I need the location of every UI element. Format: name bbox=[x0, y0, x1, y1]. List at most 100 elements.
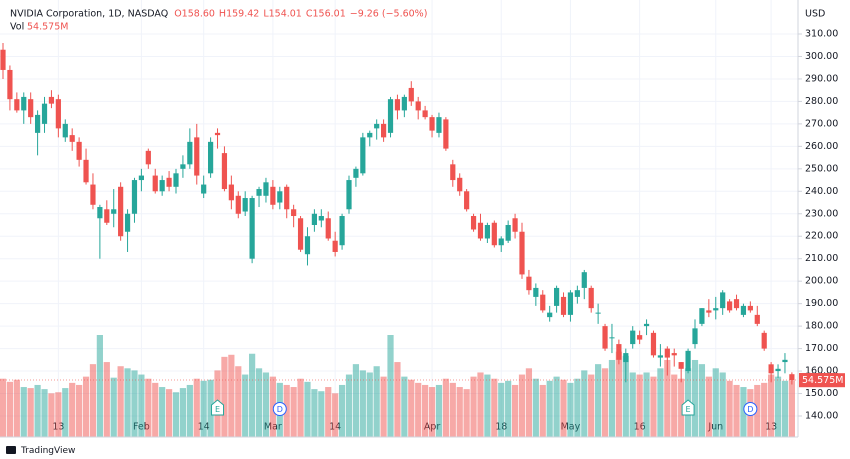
candle-body bbox=[291, 209, 297, 217]
volume-bar bbox=[456, 387, 463, 437]
volume-bar bbox=[159, 387, 166, 437]
volume-bar bbox=[242, 374, 249, 437]
brand-name: TradingView bbox=[20, 446, 75, 456]
event-marker: D bbox=[272, 402, 287, 416]
volume-bar bbox=[678, 378, 685, 437]
volume-bar bbox=[470, 376, 477, 437]
candle-body bbox=[491, 222, 497, 246]
volume-bar bbox=[269, 376, 276, 437]
volume-bar bbox=[283, 384, 290, 437]
candle-body bbox=[104, 209, 110, 223]
volume-bar bbox=[560, 379, 567, 437]
candle-body bbox=[152, 175, 158, 192]
candle-body bbox=[55, 99, 61, 129]
candle-body bbox=[609, 337, 615, 339]
volume-bar bbox=[221, 356, 228, 437]
event-badge bbox=[211, 399, 225, 416]
candle-body bbox=[381, 123, 387, 138]
volume-value-label: 54.575M bbox=[802, 375, 843, 386]
candle-body bbox=[339, 216, 345, 246]
volume-bar bbox=[705, 376, 712, 437]
candle-body bbox=[692, 328, 698, 345]
candle-body bbox=[249, 198, 255, 259]
candle-body bbox=[768, 364, 774, 374]
candle-body bbox=[21, 96, 27, 111]
candle-body bbox=[90, 184, 96, 205]
event-marker: D bbox=[743, 402, 758, 416]
candle-body bbox=[214, 132, 221, 136]
volume-bar bbox=[601, 368, 609, 437]
volume-bar bbox=[338, 384, 346, 437]
volume-bar bbox=[359, 370, 366, 437]
volume-bar bbox=[6, 381, 14, 437]
volume-bar bbox=[781, 380, 789, 437]
volume-bar bbox=[200, 380, 207, 437]
volume-bar bbox=[422, 384, 429, 437]
volume-bar bbox=[207, 379, 214, 437]
volume-bar bbox=[401, 376, 408, 437]
y-tick-label: 310.00 bbox=[805, 29, 838, 40]
volume-bar bbox=[152, 382, 159, 437]
event-label: E bbox=[686, 405, 691, 414]
ohlc-value: L154.01 bbox=[263, 9, 302, 20]
candle-body bbox=[477, 222, 484, 239]
volume-bar bbox=[255, 368, 263, 437]
volume-bar bbox=[48, 393, 55, 437]
y-tick-label: 280.00 bbox=[805, 96, 838, 107]
candle-body bbox=[69, 135, 75, 142]
candle-body bbox=[332, 240, 338, 252]
volume-bar bbox=[435, 384, 443, 437]
volume-bar bbox=[574, 378, 581, 437]
candle-body bbox=[457, 177, 463, 192]
candle-body bbox=[789, 374, 795, 381]
volume-bar bbox=[532, 378, 539, 437]
volume-bar bbox=[179, 388, 187, 437]
candle-body bbox=[498, 238, 504, 246]
candle-body bbox=[554, 287, 560, 306]
y-tick-label: 300.00 bbox=[805, 51, 838, 62]
event-badge bbox=[681, 399, 695, 416]
volume-bar bbox=[145, 378, 152, 437]
event-label: D bbox=[747, 405, 753, 414]
volume-bar bbox=[297, 378, 304, 437]
candle-body bbox=[637, 335, 643, 340]
volume-bar bbox=[643, 372, 650, 437]
volume-bar bbox=[332, 393, 339, 437]
candle-body bbox=[173, 173, 179, 187]
candle-body bbox=[41, 103, 48, 124]
candle-body bbox=[415, 101, 421, 111]
candle-body bbox=[124, 213, 131, 232]
candle-body bbox=[28, 99, 34, 118]
event-badge bbox=[743, 402, 758, 416]
candle-body bbox=[588, 287, 594, 309]
candle-body bbox=[360, 137, 366, 174]
candle-body bbox=[394, 99, 401, 111]
candle-body bbox=[657, 355, 663, 358]
candle-body bbox=[159, 180, 165, 192]
chart-title: NVIDIA Corporation, 1D, NASDAQ bbox=[10, 9, 168, 20]
volume-bar bbox=[62, 388, 69, 437]
candle-body bbox=[470, 216, 477, 230]
candle-body bbox=[228, 184, 234, 201]
candle-body bbox=[166, 177, 172, 187]
volume-bar bbox=[629, 372, 636, 437]
candle-body bbox=[443, 119, 449, 149]
candle-body bbox=[277, 191, 283, 203]
candle-body bbox=[235, 195, 241, 214]
candle-body bbox=[664, 348, 670, 358]
volume-bar bbox=[0, 378, 7, 437]
candle-body bbox=[256, 189, 262, 196]
volume-bar bbox=[387, 335, 394, 437]
volume-bar bbox=[373, 366, 380, 437]
candle-body bbox=[713, 308, 719, 311]
volume-bar bbox=[726, 380, 733, 437]
ohlc-value: C156.01 bbox=[306, 9, 346, 20]
candle-body bbox=[574, 290, 580, 297]
candle-body bbox=[581, 272, 587, 288]
volume-bar bbox=[754, 384, 761, 437]
candle-body bbox=[699, 308, 705, 324]
volume-bar bbox=[366, 372, 373, 437]
volume-bar bbox=[82, 376, 90, 437]
candle-body bbox=[484, 225, 490, 239]
volume-bar bbox=[41, 389, 48, 437]
